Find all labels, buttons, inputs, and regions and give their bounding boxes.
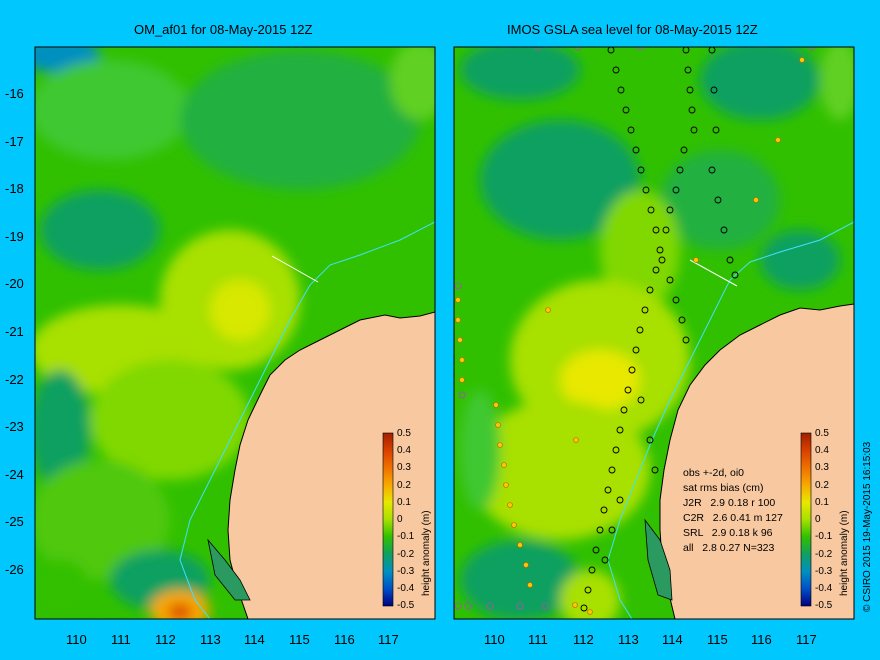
observation-markers — [455, 57, 805, 615]
x-tick: 113 — [200, 632, 221, 647]
right-map — [454, 47, 854, 619]
colorbar-title: height anomaly (m) — [421, 510, 432, 596]
x-tick: 116 — [751, 632, 772, 647]
colorbar-tick: -0.5 — [397, 600, 415, 611]
colorbar-tick: 0.4 — [397, 445, 411, 456]
x-tick: 114 — [244, 632, 265, 647]
colorbar-tick: 0.3 — [397, 462, 411, 473]
x-tick: 112 — [155, 632, 176, 647]
satellite-track-circles — [580, 47, 739, 612]
x-tick: 110 — [66, 632, 87, 647]
right-map-frame — [453, 46, 855, 620]
x-tick: 115 — [707, 632, 728, 647]
colorbar-tick: -0.4 — [397, 583, 415, 594]
y-tick: -21 — [5, 324, 24, 339]
y-tick: -17 — [5, 134, 24, 149]
colorbar-tick: 0 — [397, 514, 403, 525]
y-tick: -23 — [5, 419, 24, 434]
x-tick: 113 — [618, 632, 639, 647]
x-tick: 112 — [573, 632, 594, 647]
x-tick: 115 — [289, 632, 310, 647]
y-tick: -18 — [5, 181, 24, 196]
left-colorbar — [382, 432, 394, 607]
y-tick: -22 — [5, 372, 24, 387]
stats-line: obs +-2d, oi0 — [683, 467, 745, 479]
x-tick: 114 — [662, 632, 683, 647]
right-panel-title: IMOS GSLA sea level for 08-May-2015 12Z — [507, 22, 758, 37]
colorbar-tick: -0.2 — [397, 549, 415, 560]
x-tick: 117 — [378, 632, 399, 647]
x-tick: 111 — [111, 632, 131, 647]
right-colorbar — [800, 432, 812, 607]
colorbar-tick: -0.5 — [815, 600, 833, 611]
x-tick: 117 — [796, 632, 817, 647]
colorbar-tick: 0 — [815, 514, 821, 525]
stats-line: SRL 2.9 0.18 k 96 — [683, 527, 773, 539]
colorbar-tick: -0.4 — [815, 583, 833, 594]
colorbar-tick: -0.1 — [815, 531, 833, 542]
colorbar-tick: -0.3 — [815, 566, 833, 577]
y-tick: -20 — [5, 276, 24, 291]
colorbar-tick: 0.1 — [815, 497, 829, 508]
colorbar-tick: 0.5 — [815, 428, 829, 439]
left-map-frame — [34, 46, 436, 620]
stats-line: all 2.8 0.27 N=323 — [683, 542, 775, 554]
colorbar-tick: 0.3 — [815, 462, 829, 473]
y-tick: -26 — [5, 562, 24, 577]
stats-box: obs +-2d, oi0 sat rms bias (cm) J2R 2.9 0.… — [683, 466, 783, 556]
y-tick: -19 — [5, 229, 24, 244]
x-tick: 111 — [528, 632, 548, 647]
colorbar-tick: -0.2 — [815, 549, 833, 560]
left-panel-title: OM_af01 for 08-May-2015 12Z — [134, 22, 313, 37]
colorbar-tick: 0.2 — [397, 480, 411, 491]
colorbar-tick: -0.3 — [397, 566, 415, 577]
stats-line: sat rms bias (cm) — [683, 482, 764, 494]
stats-line: C2R 2.6 0.41 m 127 — [683, 512, 783, 524]
colorbar-tick: 0.1 — [397, 497, 411, 508]
y-tick: -25 — [5, 514, 24, 529]
left-map — [35, 47, 435, 619]
copyright-credit: © CSIRO 2015 19-May-2015 16:15:03 — [862, 441, 873, 612]
x-tick: 110 — [484, 632, 505, 647]
y-tick: -16 — [5, 86, 24, 101]
colorbar-tick: 0.2 — [815, 480, 829, 491]
stats-line: J2R 2.9 0.18 r 100 — [683, 497, 776, 509]
colorbar-title: height anomaly (m) — [839, 510, 850, 596]
colorbar-tick: 0.4 — [815, 445, 829, 456]
colorbar-tick: -0.1 — [397, 531, 415, 542]
x-tick: 116 — [334, 632, 355, 647]
y-tick: -24 — [5, 467, 24, 482]
colorbar-tick: 0.5 — [397, 428, 411, 439]
purple-markers — [454, 47, 816, 610]
